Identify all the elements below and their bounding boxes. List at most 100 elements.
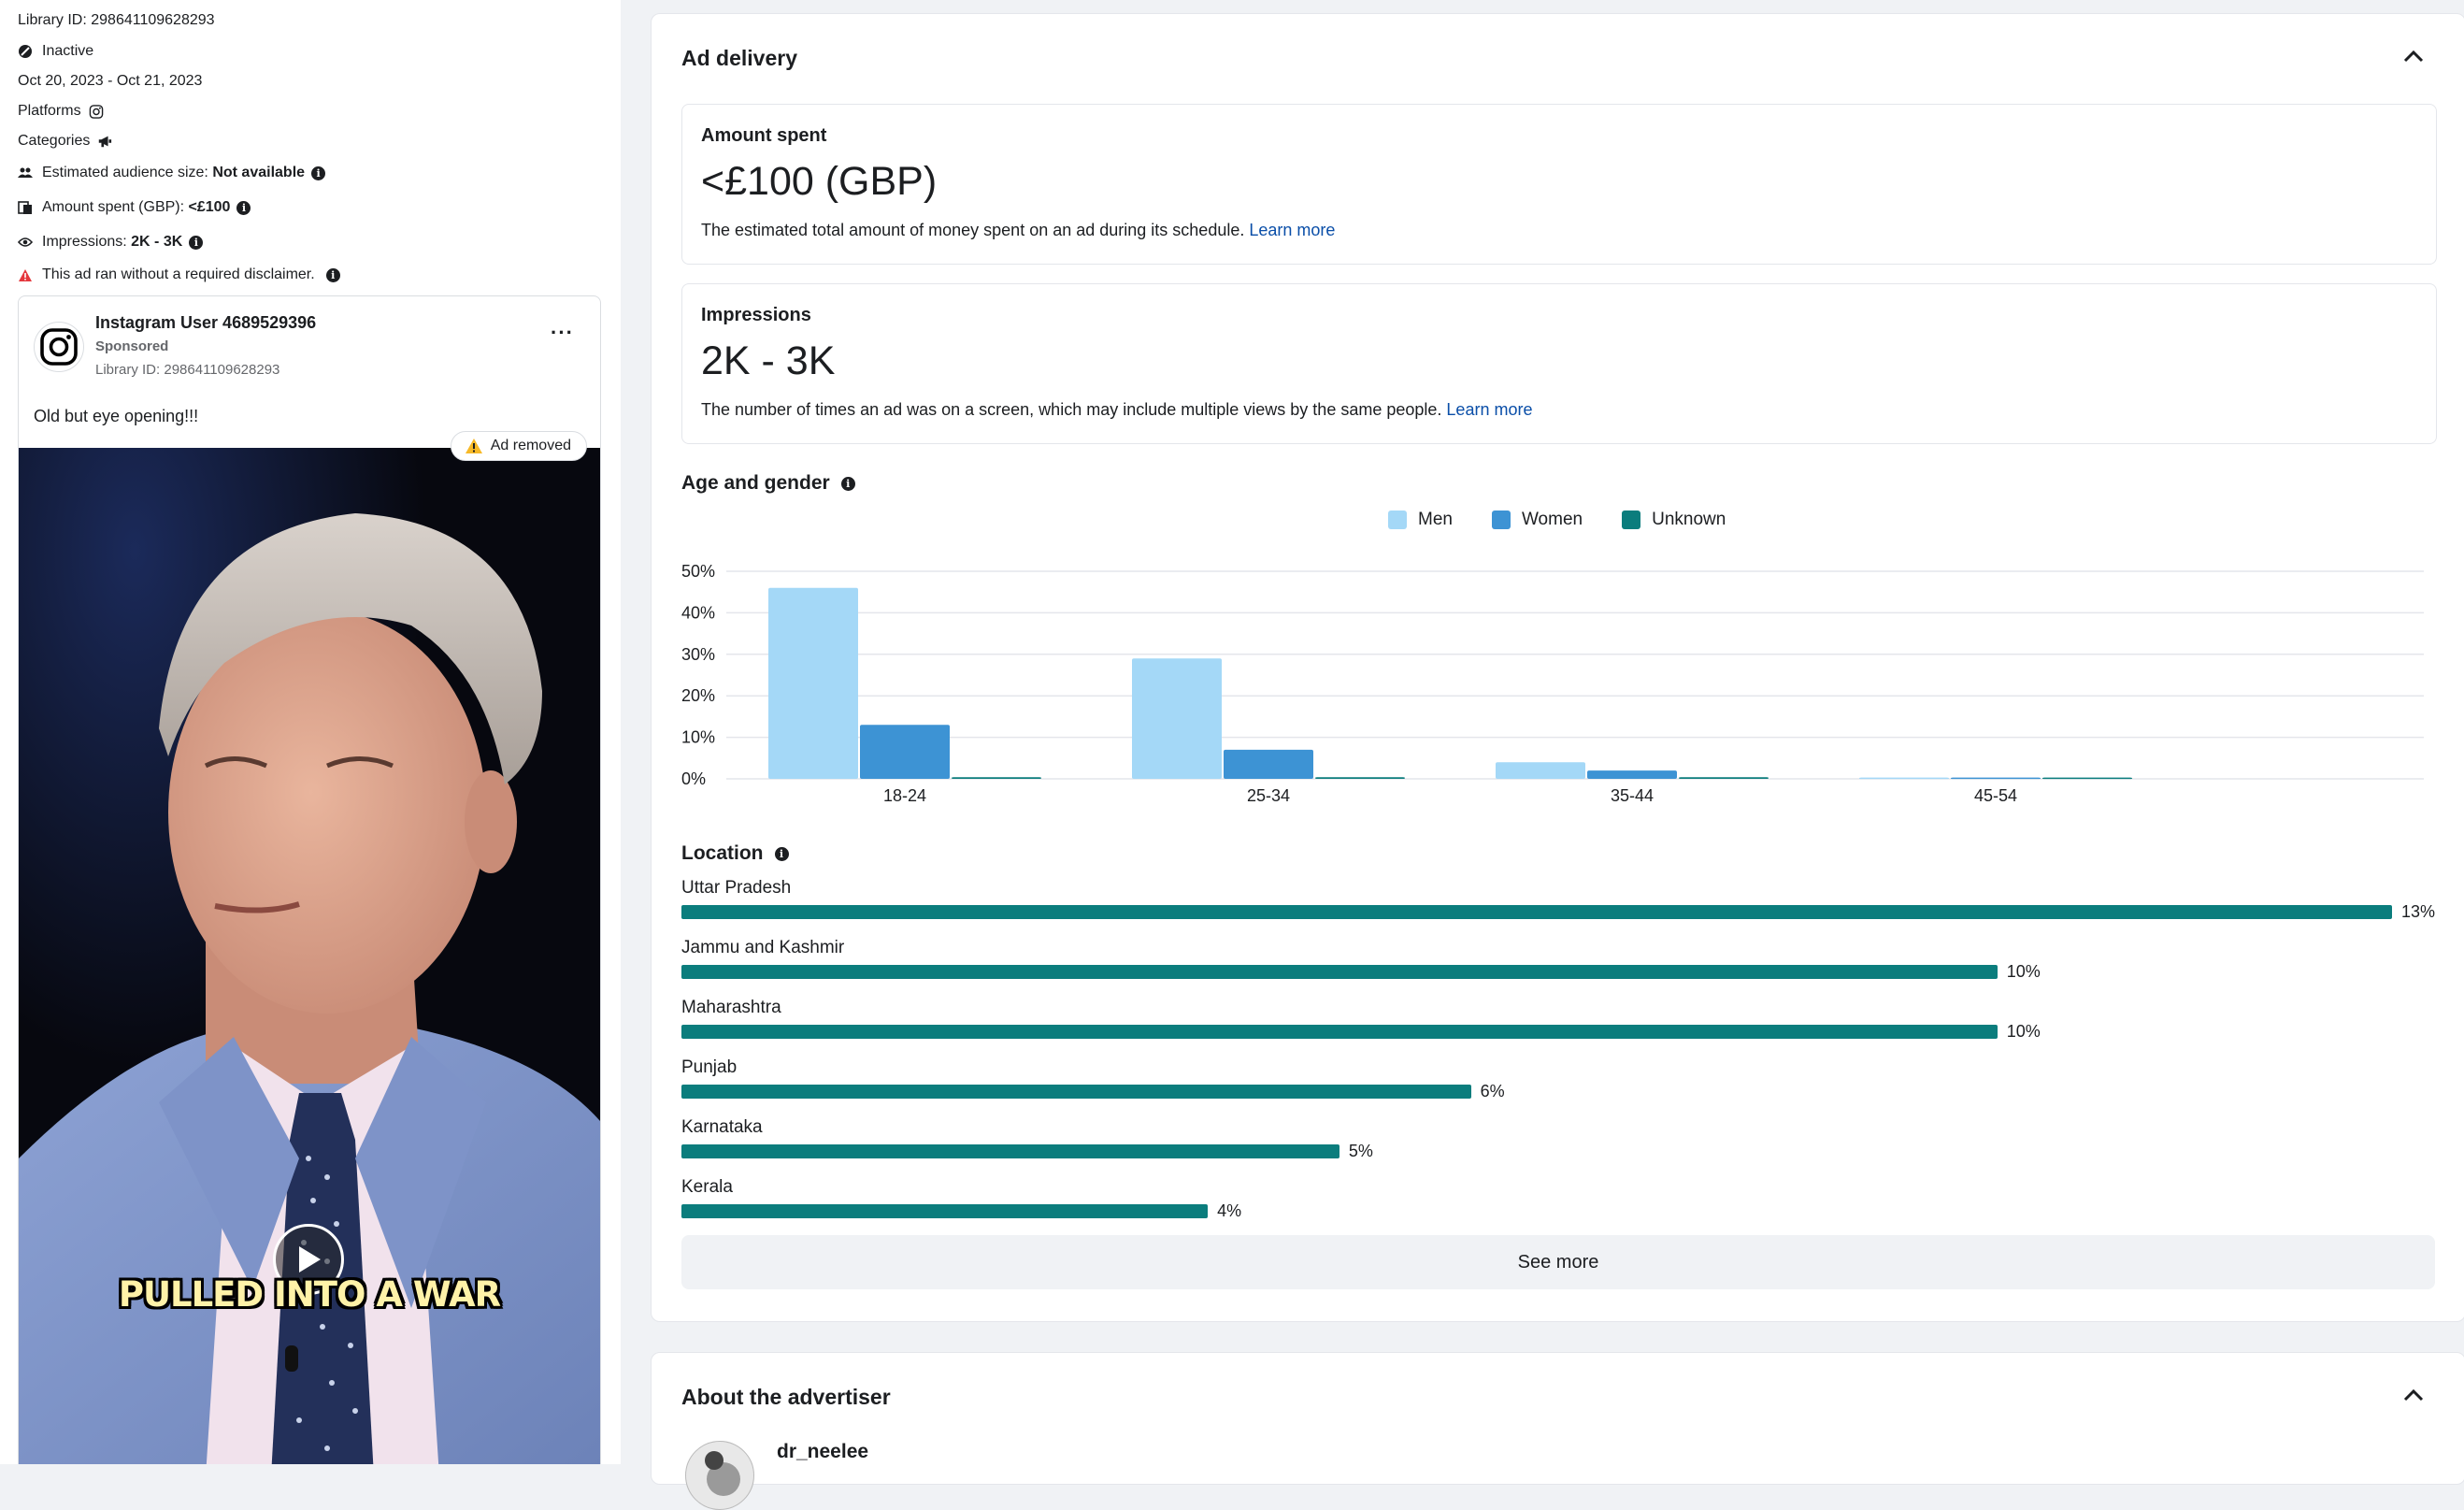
location-row: Uttar Pradesh 13%: [681, 878, 2439, 921]
location-name: Maharashtra: [681, 998, 781, 1017]
advertiser-name[interactable]: dr_neelee: [777, 1441, 869, 1462]
bar-unknown-25-34[interactable]: [1315, 777, 1405, 779]
info-icon[interactable]: i: [840, 476, 855, 491]
legend-swatch: [1491, 511, 1511, 529]
x-tick-label: 35-44: [1611, 786, 1654, 805]
ad-username[interactable]: Instagram User 4689529396: [95, 313, 317, 332]
see-more-button[interactable]: See more: [681, 1235, 2435, 1289]
y-tick-label: 40%: [681, 603, 715, 622]
location-bar: [681, 1143, 1339, 1158]
video-caption: PULLED INTO A WAR: [118, 1274, 501, 1315]
info-icon[interactable]: i: [236, 200, 251, 215]
run-dates: Oct 20, 2023 - Oct 21, 2023: [18, 73, 203, 89]
bar-women-25-34[interactable]: [1224, 749, 1313, 779]
legend-swatch: [1388, 511, 1407, 529]
ad-video[interactable]: PULLED INTO A WAR: [19, 448, 600, 1464]
advertiser-avatar[interactable]: [685, 1441, 754, 1510]
y-tick-label: 10%: [681, 728, 715, 747]
location-percent: 13%: [2401, 901, 2436, 921]
people-icon: [18, 165, 33, 180]
bar-men-35-44[interactable]: [1496, 762, 1585, 779]
location-name: Jammu and Kashmir: [681, 938, 845, 957]
about-advertiser-panel: About the advertiser dr_neelee: [651, 1352, 2464, 1510]
learn-more-link[interactable]: Learn more: [1249, 221, 1336, 239]
ad-body-text: Old but eye opening!!!: [34, 407, 199, 425]
location-bar: [681, 1084, 1471, 1099]
location-name: Kerala: [681, 1177, 733, 1197]
ad-preview-card: Instagram User 4689529396 Sponsored Libr…: [18, 295, 601, 1464]
age-gender-title: Age and gender i: [681, 472, 855, 495]
audience-size-line: Estimated audience size: Not available i: [18, 161, 326, 185]
location-name: Karnataka: [681, 1117, 763, 1137]
ad-library-id: Library ID: 298641109628293: [95, 362, 280, 378]
chevron-up-icon[interactable]: [2403, 1388, 2424, 1406]
location-name: Uttar Pradesh: [681, 878, 792, 898]
bar-women-45-54[interactable]: [1951, 777, 2041, 780]
location-row: Punjab 6%: [681, 1057, 2439, 1100]
more-options-icon[interactable]: ···: [551, 321, 574, 344]
video-frame: [19, 448, 600, 1464]
play-icon[interactable]: [273, 1224, 344, 1295]
warning-icon: [465, 439, 482, 453]
y-tick-label: 30%: [681, 645, 715, 664]
inactive-icon: [18, 44, 33, 59]
impressions-card: Impressions 2K - 3K The number of times …: [681, 283, 2437, 444]
location-name: Punjab: [681, 1057, 738, 1077]
status-line: Inactive: [18, 39, 93, 64]
x-tick-label: 18-24: [883, 786, 926, 805]
platforms-line: Platforms: [18, 99, 113, 123]
bar-unknown-35-44[interactable]: [1679, 777, 1769, 779]
ad-delivery-panel: Ad delivery Amount spent <£100 (GBP) The…: [651, 13, 2464, 1322]
money-icon: [18, 200, 33, 215]
legend-item-men[interactable]: Men: [1388, 510, 1453, 530]
location-row: Karnataka 5%: [681, 1117, 2439, 1160]
x-tick-label: 45-54: [1974, 786, 2017, 805]
location-bar: [681, 1203, 1209, 1218]
legend-item-women[interactable]: Women: [1491, 510, 1583, 530]
ad-delivery-title: Ad delivery: [681, 46, 797, 70]
bar-unknown-18-24[interactable]: [952, 777, 1041, 779]
impressions-label: Impressions: [701, 305, 811, 325]
instagram-icon: [89, 104, 104, 119]
bar-men-45-54[interactable]: [1859, 777, 1949, 780]
y-tick-label: 20%: [681, 686, 715, 705]
impressions-line: Impressions: 2K - 3K i: [18, 230, 204, 254]
info-icon[interactable]: i: [189, 235, 204, 250]
location-row: Kerala 4%: [681, 1177, 2439, 1220]
info-icon[interactable]: i: [774, 846, 789, 861]
info-icon[interactable]: i: [325, 267, 340, 282]
location-bar: [681, 904, 2392, 919]
ad-summary-column: Library ID: 298641109628293 Inactive Oct…: [0, 0, 621, 1464]
location-percent: 10%: [2006, 1021, 2041, 1041]
categories-line: Categories: [18, 129, 122, 153]
location-bar-wrap: 10%: [681, 962, 2041, 981]
amount-spent-label: Amount spent: [701, 125, 827, 146]
amount-spent-description: The estimated total amount of money spen…: [701, 221, 1336, 239]
location-bar-wrap: 5%: [681, 1142, 1373, 1160]
disclaimer-warning: This ad ran without a required disclaime…: [18, 263, 340, 287]
location-bar-wrap: 4%: [681, 1201, 1241, 1220]
amount-spent-value: <£100 (GBP): [701, 159, 938, 204]
y-tick-label: 0%: [681, 769, 706, 788]
location-title: Location i: [681, 842, 789, 865]
chevron-up-icon[interactable]: [2403, 50, 2424, 67]
legend-swatch: [1622, 511, 1641, 529]
about-advertiser-title: About the advertiser: [681, 1385, 891, 1409]
instagram-avatar-icon[interactable]: [34, 322, 84, 372]
learn-more-link[interactable]: Learn more: [1446, 400, 1533, 419]
info-icon[interactable]: i: [311, 165, 326, 180]
bar-women-18-24[interactable]: [860, 725, 950, 779]
ad-removed-badge: Ad removed: [450, 431, 587, 461]
location-percent: 6%: [1480, 1081, 1505, 1100]
library-id: Library ID: 298641109628293: [18, 12, 215, 28]
bar-unknown-45-54[interactable]: [2042, 777, 2132, 780]
amount-spent-line: Amount spent (GBP): <£100 i: [18, 195, 251, 220]
y-tick-label: 50%: [681, 562, 715, 581]
bar-women-35-44[interactable]: [1587, 770, 1677, 779]
location-bar: [681, 964, 1998, 979]
location-bar-wrap: 6%: [681, 1081, 1505, 1100]
legend-item-unknown[interactable]: Unknown: [1622, 510, 1726, 530]
bar-men-25-34[interactable]: [1132, 658, 1222, 779]
impressions-description: The number of times an ad was on a scree…: [701, 400, 1533, 419]
bar-men-18-24[interactable]: [768, 587, 858, 779]
